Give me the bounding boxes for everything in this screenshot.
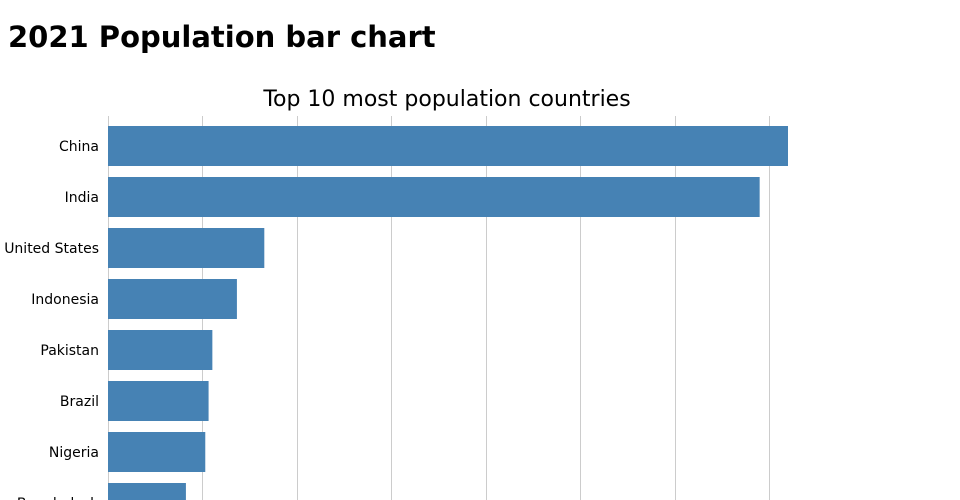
bar bbox=[108, 381, 209, 421]
bar bbox=[108, 330, 213, 370]
category-label: China bbox=[59, 139, 99, 155]
category-label: Indonesia bbox=[31, 292, 99, 308]
chart-bars bbox=[108, 126, 788, 500]
bar bbox=[108, 483, 186, 500]
bar bbox=[108, 177, 760, 217]
page-title: 2021 Population bar chart bbox=[8, 20, 436, 54]
bar bbox=[108, 279, 237, 319]
chart-title: Top 10 most population countries bbox=[262, 87, 630, 112]
chart-category-labels: China India United States Indonesia Pakistan… bbox=[4, 139, 99, 500]
category-label: India bbox=[65, 190, 99, 206]
bar bbox=[108, 432, 206, 472]
category-label: Pakistan bbox=[40, 343, 99, 359]
category-label: Nigeria bbox=[49, 445, 99, 461]
bar bbox=[108, 126, 788, 166]
bar bbox=[108, 228, 265, 268]
category-label: Brazil bbox=[60, 394, 99, 410]
category-label: Bangladesh bbox=[17, 496, 99, 500]
category-label: United States bbox=[4, 241, 99, 257]
